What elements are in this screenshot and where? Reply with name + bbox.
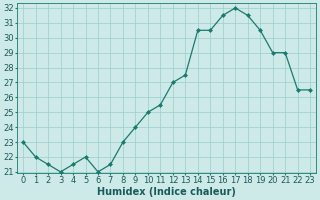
X-axis label: Humidex (Indice chaleur): Humidex (Indice chaleur) [97,187,236,197]
